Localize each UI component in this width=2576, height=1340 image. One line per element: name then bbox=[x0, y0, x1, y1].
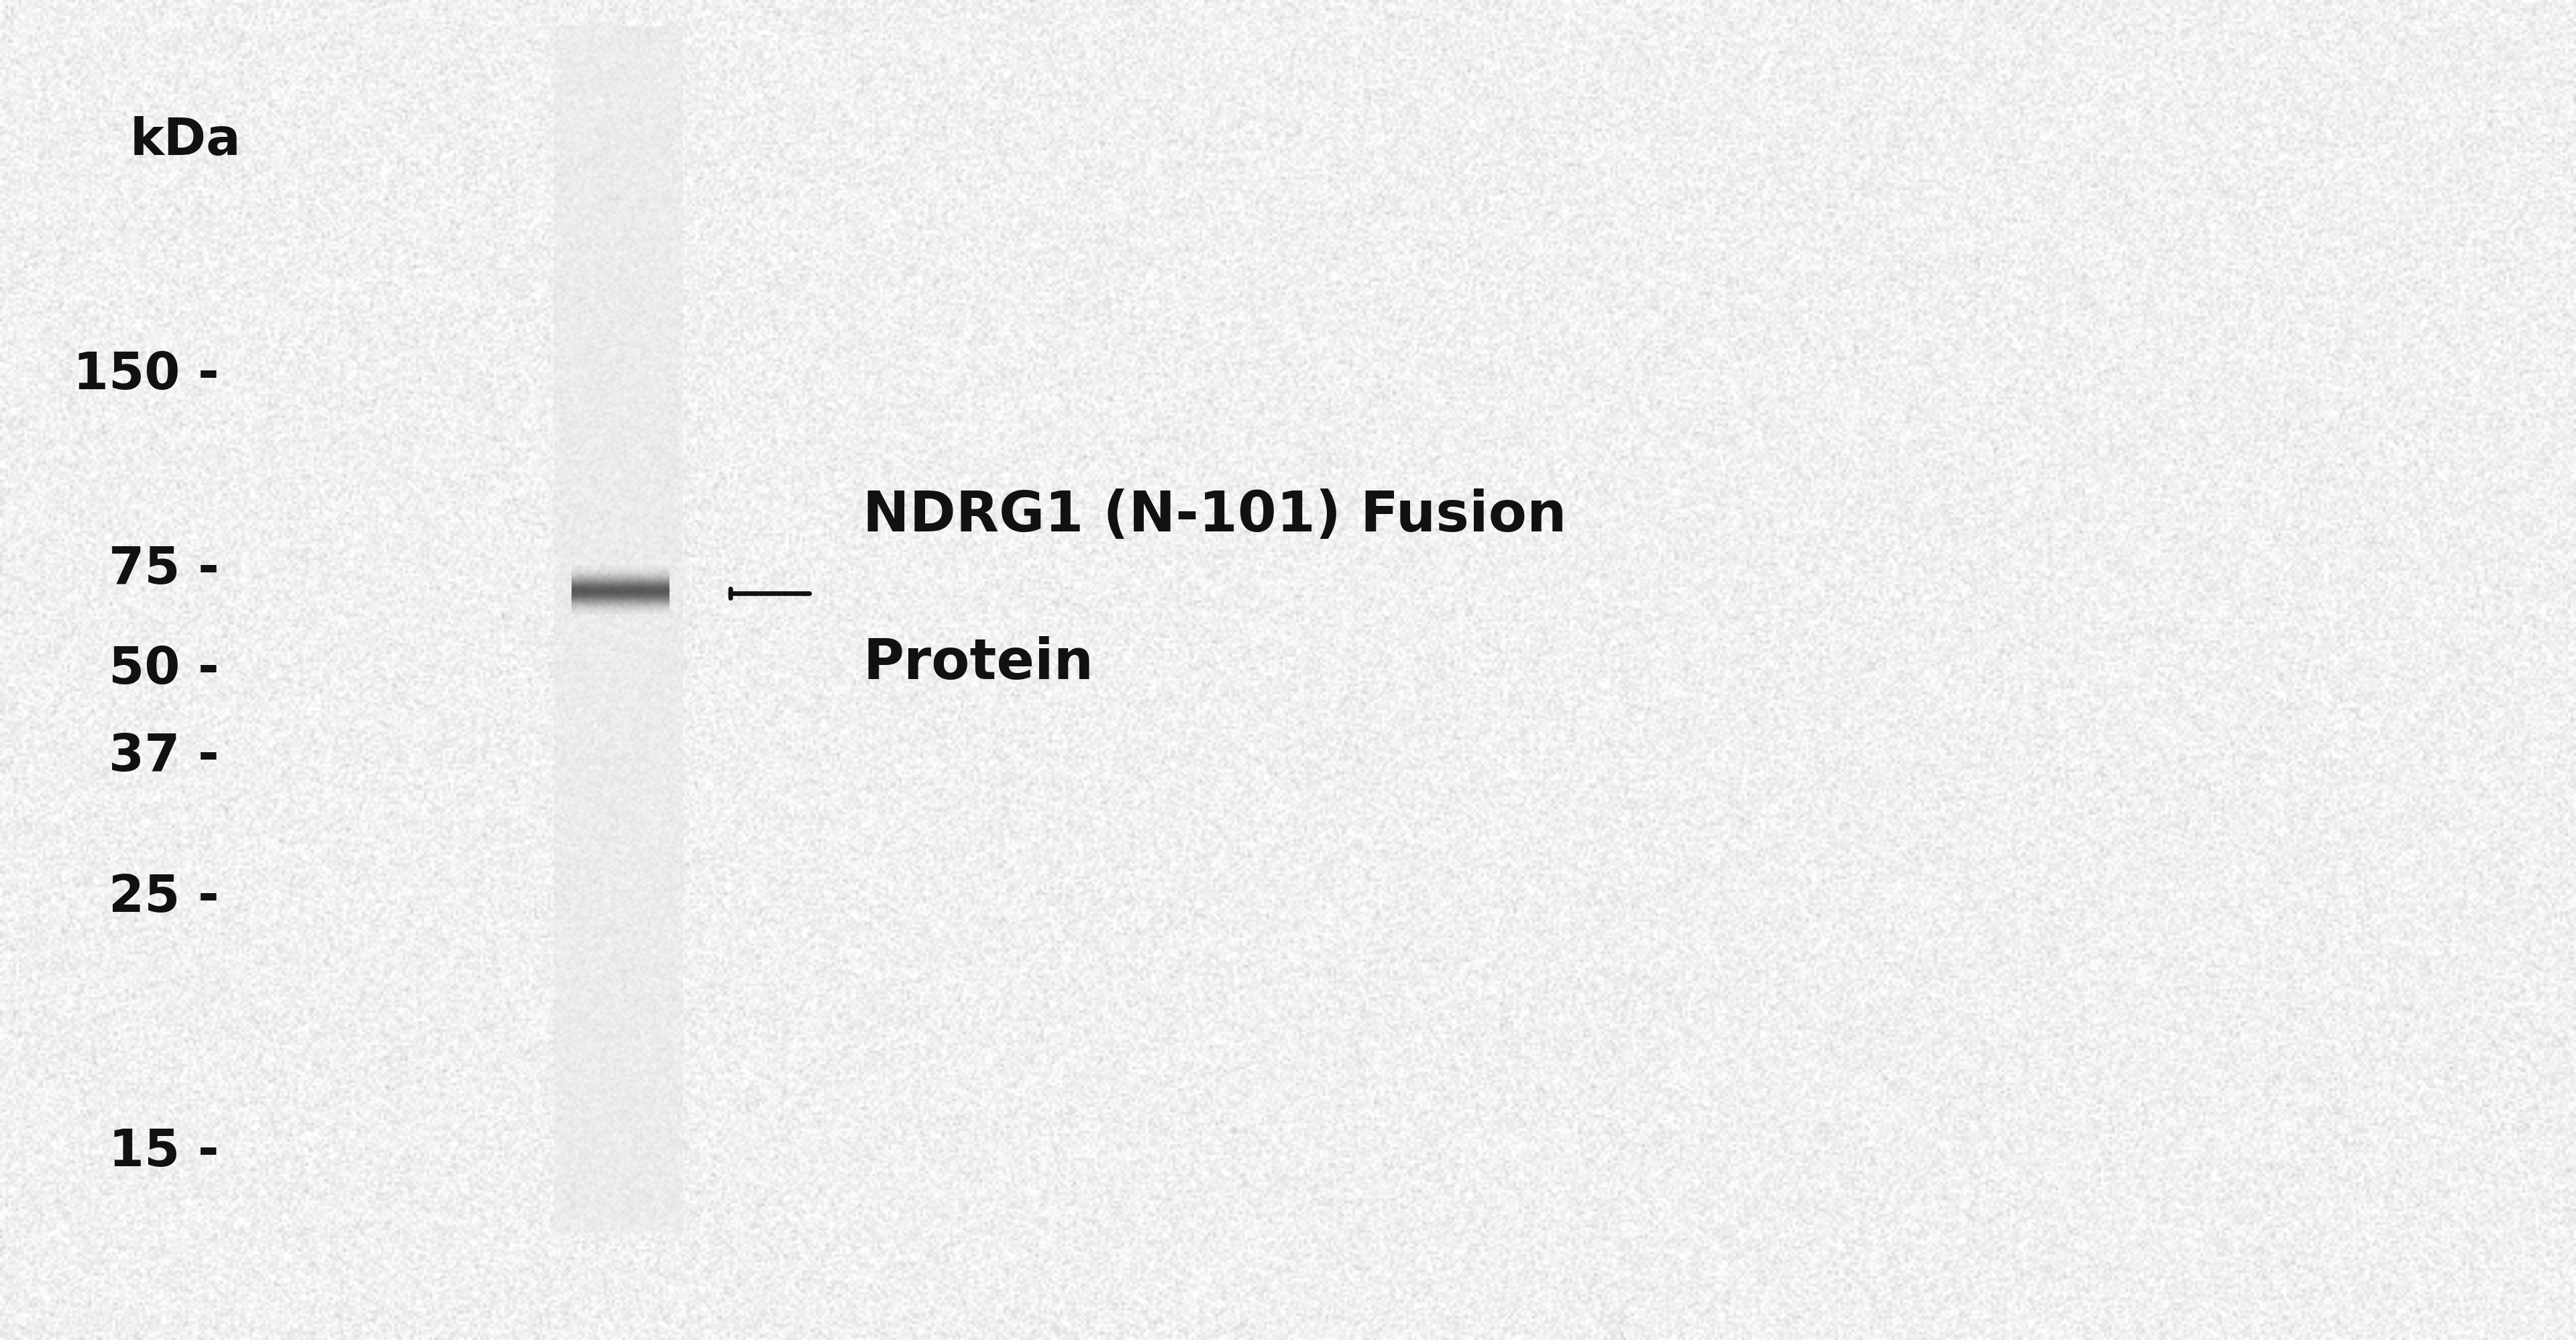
Text: 150 -: 150 - bbox=[72, 350, 219, 401]
Text: 75 -: 75 - bbox=[108, 544, 219, 595]
Text: 15 -: 15 - bbox=[108, 1127, 219, 1178]
Text: NDRG1 (N-101) Fusion: NDRG1 (N-101) Fusion bbox=[863, 489, 1566, 543]
Text: 50 -: 50 - bbox=[108, 645, 219, 695]
Text: kDa: kDa bbox=[129, 115, 242, 166]
Text: Protein: Protein bbox=[863, 636, 1095, 690]
Text: 37 -: 37 - bbox=[108, 732, 219, 783]
Text: 25 -: 25 - bbox=[108, 872, 219, 923]
